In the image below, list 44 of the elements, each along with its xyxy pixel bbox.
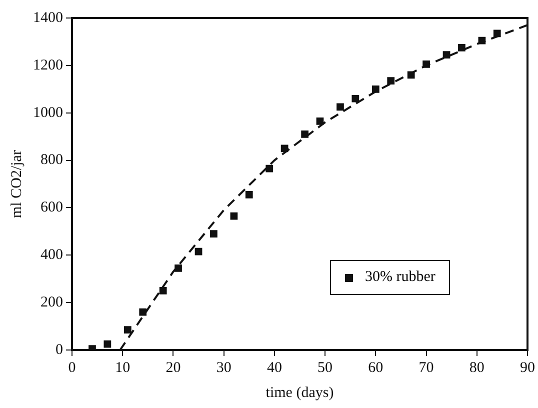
y-tick-label: 600 xyxy=(40,200,63,216)
legend-label: 30% rubber xyxy=(365,269,436,286)
y-tick-label: 0 xyxy=(56,342,63,358)
point xyxy=(336,103,344,111)
x-tick-label: 80 xyxy=(469,360,484,376)
point xyxy=(372,85,380,93)
point xyxy=(301,130,308,138)
x-tick-label: 60 xyxy=(368,360,384,376)
y-tick-label: 800 xyxy=(40,152,63,168)
point xyxy=(458,44,466,52)
point xyxy=(174,264,182,272)
point xyxy=(194,248,202,256)
point xyxy=(407,71,415,79)
point xyxy=(316,117,324,125)
x-tick-label: 0 xyxy=(68,360,76,376)
point xyxy=(245,190,253,198)
point xyxy=(159,287,167,294)
y-axis-title: ml CO2/jar xyxy=(8,150,25,218)
x-tick-label: 50 xyxy=(318,360,333,376)
x-axis-title: time (days) xyxy=(266,384,334,401)
y-tick-label: 400 xyxy=(40,247,63,264)
y-tick-label: 200 xyxy=(40,294,63,311)
point xyxy=(352,94,360,102)
x-tick-label: 20 xyxy=(166,360,181,376)
point xyxy=(442,51,450,58)
point xyxy=(139,308,147,316)
y-tick-label: 1400 xyxy=(33,10,63,26)
point xyxy=(493,30,501,38)
point xyxy=(478,36,486,44)
y-tick-label: 1000 xyxy=(33,104,63,121)
point xyxy=(230,212,238,220)
x-tick-label: 40 xyxy=(266,360,282,376)
point xyxy=(266,164,274,172)
point xyxy=(387,77,395,85)
point xyxy=(280,144,288,152)
point xyxy=(124,326,132,334)
y-tick-label: 1200 xyxy=(33,57,63,74)
point xyxy=(422,60,430,68)
x-tick-label: 30 xyxy=(216,360,232,376)
point xyxy=(210,230,218,238)
point xyxy=(104,340,112,348)
x-tick-label: 70 xyxy=(418,360,434,376)
x-tick-label: 90 xyxy=(520,360,535,376)
x-tick-label: 10 xyxy=(115,360,130,376)
